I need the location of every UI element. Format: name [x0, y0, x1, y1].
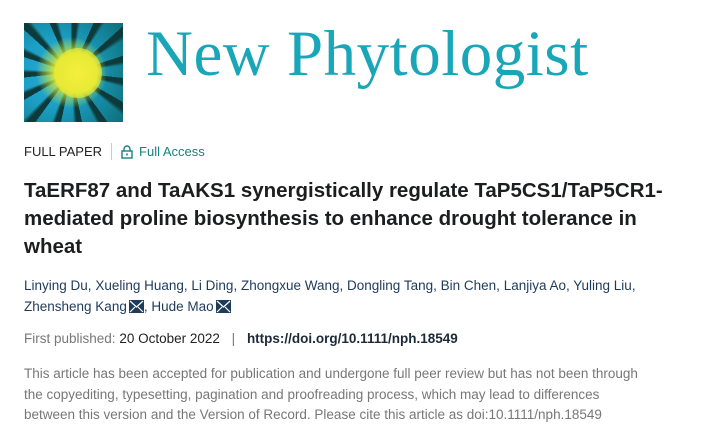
- title-line: TaERF87 and TaAKS1 synergistically regul…: [24, 179, 663, 202]
- access-badge: Full Access: [121, 144, 205, 159]
- author[interactable]: Yuling Liu: [573, 278, 632, 293]
- separator: |: [231, 331, 236, 346]
- author[interactable]: Linying Du: [24, 278, 88, 293]
- author-list: Linying Du, Xueling Huang, Li Ding, Zhon…: [24, 278, 636, 314]
- title-line: mediated proline biosynthesis to enhance…: [24, 207, 637, 230]
- paper-type: FULL PAPER: [24, 144, 103, 159]
- article-title: TaERF87 and TaAKS1 synergistically regul…: [24, 177, 663, 261]
- envelope-icon[interactable]: [128, 300, 144, 313]
- notice-line: This article has been accepted for publi…: [24, 366, 638, 381]
- publication-info: First published: 20 October 2022 | https…: [24, 331, 458, 346]
- first-published-date: 20 October 2022: [119, 331, 220, 346]
- notice-line: between this version and the Version of …: [24, 407, 602, 422]
- author[interactable]: Bin Chen: [440, 278, 497, 293]
- lock-open-icon: [121, 144, 133, 159]
- author[interactable]: Lanjiya Ao: [503, 278, 566, 293]
- access-label: Full Access: [139, 144, 205, 159]
- logo-core: [54, 48, 102, 98]
- doi-link[interactable]: https://doi.org/10.1111/nph.18549: [246, 331, 458, 346]
- accepted-article-notice: This article has been accepted for publi…: [24, 364, 638, 426]
- author[interactable]: Dongling Tang: [347, 278, 434, 293]
- author[interactable]: Zhongxue Wang: [240, 278, 340, 293]
- author[interactable]: Hude Mao: [151, 299, 214, 314]
- title-line: wheat: [24, 235, 83, 258]
- first-published-label: First published:: [24, 331, 116, 346]
- author[interactable]: Xueling Huang: [95, 278, 184, 293]
- envelope-icon[interactable]: [215, 300, 231, 313]
- article-meta: FULL PAPER Full Access: [24, 143, 205, 160]
- author[interactable]: Zhensheng Kang: [24, 299, 127, 314]
- journal-logo[interactable]: [24, 23, 123, 122]
- divider: [111, 143, 113, 160]
- author[interactable]: Li Ding: [191, 278, 234, 293]
- journal-title[interactable]: New Phytologist: [146, 18, 589, 90]
- notice-line: the copyediting, typesetting, pagination…: [24, 386, 600, 402]
